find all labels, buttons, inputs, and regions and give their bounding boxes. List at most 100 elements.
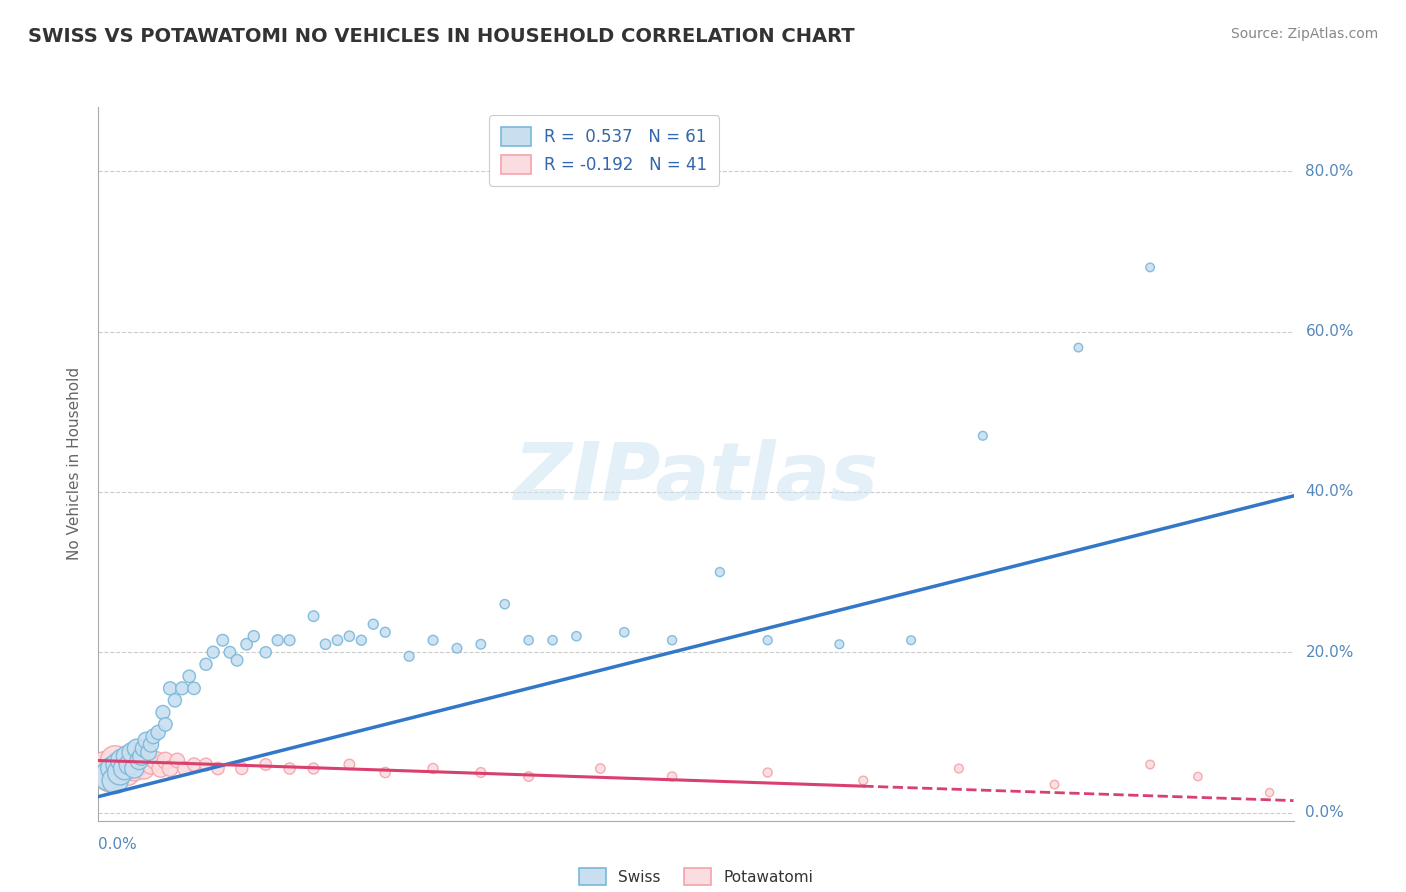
Point xyxy=(131,749,153,764)
Point xyxy=(1139,757,1161,772)
Point xyxy=(142,730,165,744)
Point xyxy=(422,633,444,648)
Point xyxy=(97,770,120,784)
Point xyxy=(135,733,157,747)
Point xyxy=(139,757,162,772)
Point xyxy=(107,757,129,772)
Point xyxy=(517,633,540,648)
Point xyxy=(138,746,160,760)
Point xyxy=(139,738,162,752)
Point xyxy=(315,637,337,651)
Text: 0.0%: 0.0% xyxy=(98,838,138,852)
Point xyxy=(565,629,588,643)
Legend: Swiss, Potawatomi: Swiss, Potawatomi xyxy=(572,862,820,891)
Point xyxy=(155,754,177,768)
Point xyxy=(1043,778,1066,792)
Point xyxy=(661,770,683,784)
Point xyxy=(132,741,155,756)
Point xyxy=(828,637,851,651)
Point xyxy=(398,649,420,664)
Point xyxy=(173,762,195,776)
Point xyxy=(183,757,205,772)
Point xyxy=(613,625,636,640)
Point xyxy=(101,762,124,776)
Point xyxy=(145,754,167,768)
Point xyxy=(114,762,136,776)
Point xyxy=(125,741,148,756)
Point xyxy=(1067,341,1090,355)
Point xyxy=(124,762,146,776)
Text: Source: ZipAtlas.com: Source: ZipAtlas.com xyxy=(1230,27,1378,41)
Point xyxy=(422,762,444,776)
Point xyxy=(159,681,181,696)
Point xyxy=(194,757,217,772)
Point xyxy=(302,762,325,776)
Text: 60.0%: 60.0% xyxy=(1305,324,1354,339)
Point xyxy=(278,633,301,648)
Point xyxy=(1258,786,1281,800)
Point xyxy=(108,762,131,776)
Text: 40.0%: 40.0% xyxy=(1305,484,1354,500)
Point xyxy=(104,773,127,788)
Point xyxy=(118,757,141,772)
Point xyxy=(219,645,242,659)
Point xyxy=(207,762,229,776)
Point xyxy=(374,765,396,780)
Point xyxy=(517,770,540,784)
Point xyxy=(118,754,141,768)
Point xyxy=(98,770,122,784)
Point xyxy=(148,725,170,739)
Point xyxy=(494,597,516,611)
Point xyxy=(243,629,266,643)
Point xyxy=(111,754,134,768)
Point xyxy=(948,762,970,776)
Point xyxy=(267,633,290,648)
Point xyxy=(541,633,564,648)
Point xyxy=(159,762,181,776)
Point xyxy=(350,633,373,648)
Point xyxy=(108,765,131,780)
Point xyxy=(337,629,360,643)
Point xyxy=(278,762,301,776)
Text: 80.0%: 80.0% xyxy=(1305,164,1354,178)
Point xyxy=(111,757,134,772)
Point xyxy=(166,754,188,768)
Point xyxy=(149,762,172,776)
Point xyxy=(194,657,217,672)
Point xyxy=(254,757,277,772)
Point xyxy=(115,749,138,764)
Point xyxy=(183,681,205,696)
Point xyxy=(132,762,155,776)
Text: 0.0%: 0.0% xyxy=(1305,805,1344,820)
Point xyxy=(121,746,143,760)
Point xyxy=(326,633,349,648)
Point xyxy=(302,609,325,624)
Text: ZIPatlas: ZIPatlas xyxy=(513,439,879,517)
Point xyxy=(135,749,157,764)
Point xyxy=(155,717,177,731)
Point xyxy=(94,762,117,776)
Point xyxy=(125,749,148,764)
Point xyxy=(172,681,194,696)
Text: 20.0%: 20.0% xyxy=(1305,645,1354,660)
Point xyxy=(756,633,779,648)
Point xyxy=(226,653,249,667)
Point xyxy=(972,429,994,443)
Text: SWISS VS POTAWATOMI NO VEHICLES IN HOUSEHOLD CORRELATION CHART: SWISS VS POTAWATOMI NO VEHICLES IN HOUSE… xyxy=(28,27,855,45)
Point xyxy=(363,617,385,632)
Point xyxy=(254,645,277,659)
Point xyxy=(211,633,233,648)
Point xyxy=(163,693,186,707)
Point xyxy=(104,754,127,768)
Point xyxy=(900,633,922,648)
Point xyxy=(852,773,875,788)
Point xyxy=(470,637,492,651)
Point xyxy=(128,754,150,768)
Point xyxy=(756,765,779,780)
Point xyxy=(589,762,612,776)
Point xyxy=(661,633,683,648)
Point xyxy=(446,641,468,656)
Point xyxy=(337,757,360,772)
Y-axis label: No Vehicles in Household: No Vehicles in Household xyxy=(67,368,83,560)
Point xyxy=(124,762,146,776)
